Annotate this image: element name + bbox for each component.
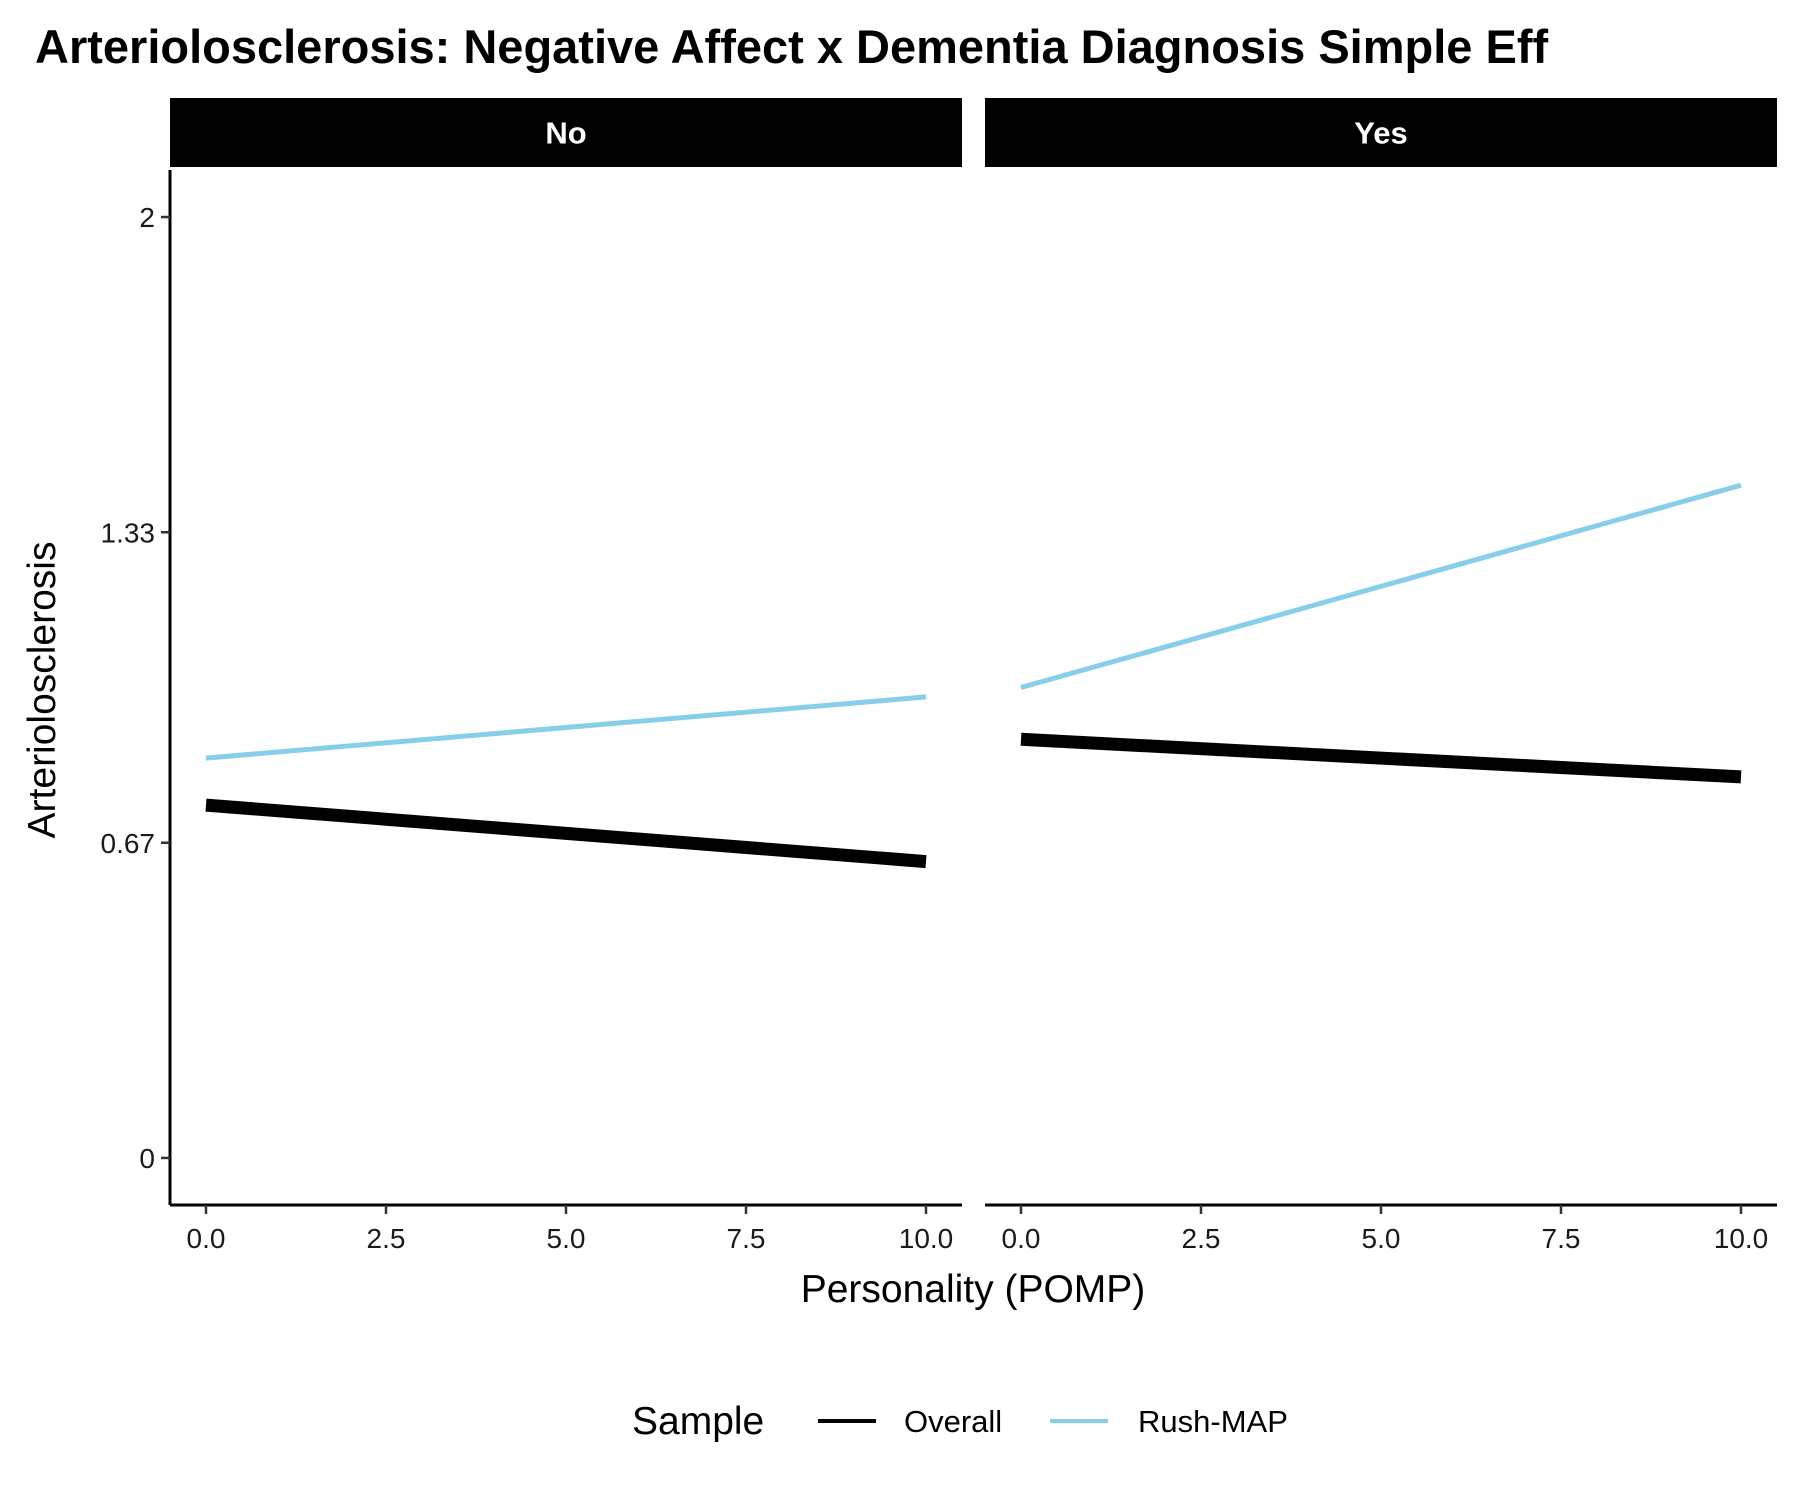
facet-strip-label: No — [545, 116, 586, 151]
x-tick-label: 2.5 — [1182, 1223, 1221, 1254]
y-tick-label: 0 — [139, 1143, 155, 1174]
series-line-rush-map — [1020, 482, 1742, 690]
x-tick-label: 5.0 — [1362, 1223, 1401, 1254]
series-line-overall — [1020, 732, 1742, 784]
y-tick-label: 0.67 — [101, 828, 156, 859]
legend-label-rush-map: Rush-MAP — [1138, 1404, 1288, 1439]
x-tick-label: 0.0 — [187, 1223, 226, 1254]
x-tick-label: 5.0 — [547, 1223, 586, 1254]
legend-label-overall: Overall — [904, 1404, 1002, 1439]
panel-yes: Yes 0.0 2.5 5.0 7.5 10.0 — [985, 98, 1777, 1254]
x-tick-label: 0.0 — [1002, 1223, 1041, 1254]
y-tick-label: 2 — [139, 202, 155, 233]
legend: Sample Overall Rush-MAP — [632, 1400, 1288, 1443]
panel-no: No 0.0 2.5 5.0 7.5 10.0 0 0.67 1.33 2 — [101, 98, 962, 1254]
facet-strip-label: Yes — [1354, 116, 1407, 151]
legend-title: Sample — [632, 1400, 764, 1443]
facet-strip — [170, 98, 962, 167]
panels: No 0.0 2.5 5.0 7.5 10.0 0 0.67 1.33 2 Yes 0.0 2.5 5.0… — [101, 98, 1777, 1254]
y-axis-title: Arteriolosclerosis — [21, 542, 64, 839]
x-tick-label: 7.5 — [1542, 1223, 1581, 1254]
y-tick-label: 1.33 — [101, 517, 156, 548]
x-tick-label: 2.5 — [367, 1223, 406, 1254]
facet-strip — [985, 98, 1777, 167]
x-tick-label: 7.5 — [727, 1223, 766, 1254]
series-line-overall — [205, 798, 927, 869]
x-axis-title: Personality (POMP) — [801, 1268, 1146, 1311]
series-line-rush-map — [205, 694, 927, 761]
x-tick-label: 10.0 — [899, 1223, 954, 1254]
x-tick-label: 10.0 — [1714, 1223, 1769, 1254]
chart-title: Arteriolosclerosis: Negative Affect x De… — [35, 20, 1548, 73]
